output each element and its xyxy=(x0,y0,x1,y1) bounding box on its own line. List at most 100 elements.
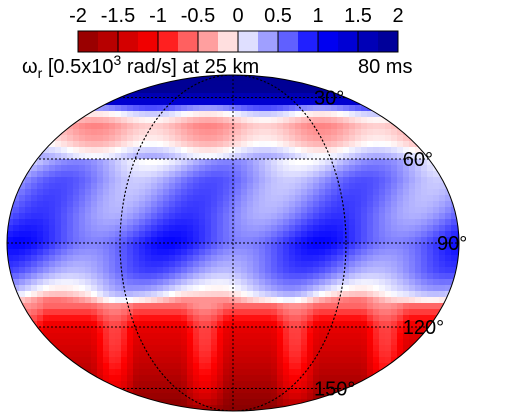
map-cell xyxy=(397,171,404,178)
map-cell xyxy=(367,297,374,304)
map-cell xyxy=(73,285,80,292)
map-cell xyxy=(163,165,170,172)
map-cell xyxy=(187,159,194,166)
map-cell xyxy=(349,357,356,364)
map-cell xyxy=(217,177,224,184)
map-cell xyxy=(403,135,410,142)
map-cell xyxy=(181,177,188,184)
map-cell xyxy=(25,273,32,280)
map-cell xyxy=(361,333,368,340)
map-cell xyxy=(265,225,272,232)
map-cell xyxy=(451,171,458,178)
map-cell xyxy=(421,363,428,370)
map-cell xyxy=(121,225,128,232)
map-cell xyxy=(343,81,350,88)
map-cell xyxy=(391,255,398,262)
map-cell xyxy=(115,171,122,178)
map-cell xyxy=(31,381,38,388)
map-cell xyxy=(439,243,446,250)
map-cell xyxy=(73,273,80,280)
chart-title: ωr [0.5x103 rad/s] at 25 km xyxy=(22,52,259,81)
map-cell xyxy=(289,153,296,160)
map-cell xyxy=(199,363,206,370)
map-cell xyxy=(259,93,266,100)
map-cell xyxy=(277,177,284,184)
map-cell xyxy=(409,231,416,238)
map-cell xyxy=(109,129,116,136)
map-cell xyxy=(13,387,20,394)
map-cell xyxy=(355,141,362,148)
map-cell xyxy=(295,159,302,166)
colorbar-tick-label: -2 xyxy=(69,5,87,27)
map-cell xyxy=(151,237,158,244)
map-cell xyxy=(7,165,14,172)
map-cell xyxy=(211,351,218,358)
map-cell xyxy=(271,273,278,280)
map-cell xyxy=(301,225,308,232)
map-cell xyxy=(325,339,332,346)
map-cell xyxy=(163,81,170,88)
map-cell xyxy=(253,75,260,82)
map-cell xyxy=(163,387,170,394)
map-cell xyxy=(283,375,290,382)
map-cell xyxy=(283,231,290,238)
map-cell xyxy=(157,267,164,274)
map-cell xyxy=(421,387,428,394)
map-cell xyxy=(61,345,68,352)
map-cell xyxy=(217,195,224,202)
map-cell xyxy=(277,315,284,322)
map-cell xyxy=(241,93,248,100)
colorbar-band xyxy=(178,31,199,52)
map-cell xyxy=(211,75,218,82)
map-cell xyxy=(91,219,98,226)
map-cell xyxy=(163,273,170,280)
map-cell xyxy=(97,315,104,322)
map-cell xyxy=(85,381,92,388)
map-cell xyxy=(181,87,188,94)
map-cell xyxy=(187,345,194,352)
map-cell xyxy=(313,153,320,160)
map-cell xyxy=(367,249,374,256)
map-cell xyxy=(373,237,380,244)
map-cell xyxy=(439,189,446,196)
map-cell xyxy=(295,285,302,292)
map-cell xyxy=(151,393,158,400)
map-cell xyxy=(79,81,86,88)
map-cell xyxy=(157,279,164,286)
map-cell xyxy=(325,405,332,411)
map-cell xyxy=(145,225,152,232)
map-cell xyxy=(7,105,14,112)
map-cell xyxy=(319,285,326,292)
map-cell xyxy=(433,375,440,382)
map-cell xyxy=(211,105,218,112)
map-cell xyxy=(415,285,422,292)
map-cell xyxy=(265,375,272,382)
map-cell xyxy=(343,189,350,196)
map-cell xyxy=(457,309,459,316)
map-cell xyxy=(253,201,260,208)
map-cell xyxy=(199,165,206,172)
map-cell xyxy=(301,363,308,370)
map-cell xyxy=(349,141,356,148)
map-cell xyxy=(205,333,212,340)
map-cell xyxy=(217,405,224,411)
map-cell xyxy=(421,297,428,304)
map-cell xyxy=(391,327,398,334)
map-cell xyxy=(427,165,434,172)
map-cell xyxy=(211,135,218,142)
map-cell xyxy=(169,99,176,106)
map-cell xyxy=(325,123,332,130)
map-cell xyxy=(427,381,434,388)
map-cell xyxy=(337,387,344,394)
map-cell xyxy=(397,327,404,334)
map-cell xyxy=(235,99,242,106)
map-cell xyxy=(7,171,14,178)
map-cell xyxy=(121,159,128,166)
map-cell xyxy=(7,153,14,160)
map-cell xyxy=(211,267,218,274)
map-cell xyxy=(181,249,188,256)
map-cell xyxy=(259,255,266,262)
map-cell xyxy=(337,297,344,304)
map-cell xyxy=(145,369,152,376)
map-cell xyxy=(37,183,44,190)
